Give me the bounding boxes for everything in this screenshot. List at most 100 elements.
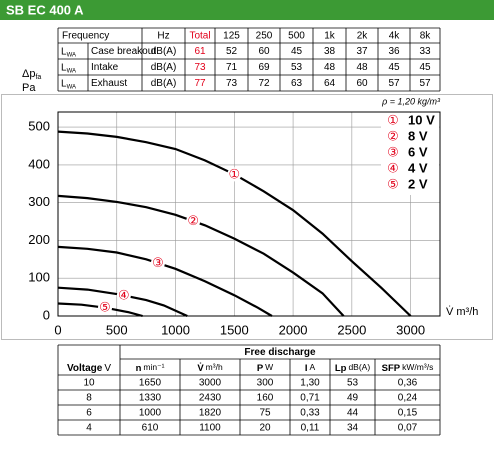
curve-marker-bg [98,300,113,315]
y-axis-label: Δpfa [22,68,41,81]
chart-frame [1,94,493,340]
table-cell: 1820 [199,408,222,419]
header-label: I [305,363,308,374]
table-cell: 2430 [199,393,222,404]
table-cell: 49 [347,393,359,404]
legend-label: 8 V [408,128,428,143]
symbol: L [61,46,67,57]
table-cell: 75 [259,408,271,419]
table-header: 8k [420,31,432,42]
legend-marker: ① [387,114,399,129]
legend-box [381,113,439,195]
table-cell: 53 [347,378,359,389]
table-cell: 1100 [199,423,221,434]
table-cell: 0,07 [398,423,418,434]
table-cell: 1330 [139,393,162,404]
legend-marker: ④ [387,162,399,177]
table-cell: 1650 [139,378,162,389]
table-cell: 0,11 [301,423,320,434]
header-label: V̇ [197,362,204,373]
y-axis-subscript: fa [35,74,41,81]
x-tick-label: 2500 [337,322,366,337]
table-header: 4k [389,31,401,42]
table-cell: 45 [291,46,303,57]
legend-label: 4 V [408,160,428,175]
table-cell: 60 [258,46,270,57]
table-cell: 77 [194,78,206,89]
curve [57,194,345,317]
table-cell: 38 [324,46,336,57]
header-unit: A [309,362,315,372]
legend-label: 6 V [408,144,428,159]
header-label: P [257,363,264,374]
y-tick-label: 100 [28,270,50,285]
x-tick-label: 1000 [161,322,190,337]
header-unit: min⁻¹ [143,362,164,372]
table-header: Lp dB(A) [335,362,371,373]
row-label: Intake [91,62,119,73]
curve-marker-bg [150,256,165,271]
table-cell: 69 [258,62,270,73]
plot-border [57,111,441,317]
level-symbol: LWA [61,78,76,90]
table-cell: 64 [324,78,336,89]
table-cell: 48 [356,62,368,73]
table-cell: 0,15 [398,408,418,419]
table-cell: 6 [86,408,92,419]
table-cell: 10 [83,378,95,389]
table-cell: 0,71 [300,393,320,404]
symbol-subscript: WA [67,84,76,90]
table-cell: 34 [347,423,359,434]
table-cell: 61 [194,46,206,57]
x-tick-label: 3000 [396,322,425,337]
table-header: 125 [223,31,240,42]
table-cell: 73 [226,78,238,89]
table-cell: 57 [419,78,431,89]
x-axis-label: V̇ m³/h [446,305,478,318]
row-unit: dB(A) [151,46,177,57]
table-cell: 0,24 [398,393,418,404]
table-group-header: Free discharge [244,347,316,358]
table-cell: 3000 [199,378,222,389]
curve [57,245,273,317]
row-unit: dB(A) [151,62,177,73]
table-header: 2k [357,31,369,42]
table-cell: 45 [419,62,431,73]
table-cell: 610 [142,423,159,434]
header-unit: kW/m³/s [402,362,433,372]
header-unit: W [265,362,273,372]
y-axis-symbol: Δp [22,68,35,80]
x-tick-label: 1500 [220,322,249,337]
table-cell: 1000 [139,408,162,419]
legend-marker: ③ [387,146,399,161]
table-header: 250 [256,31,273,42]
curve-marker-bg [186,214,201,229]
table-cell: 48 [324,62,336,73]
level-symbol: LWA [61,62,76,74]
x-tick-label: 0 [54,322,61,337]
table-header: Total [189,31,210,42]
y-tick-label: 300 [28,194,50,209]
table-header: 500 [288,31,305,42]
table-header: Hz [157,31,169,42]
curve [57,286,188,318]
table-cell: 20 [259,423,271,434]
table-header: n min⁻¹ [136,362,165,373]
curve-marker: ④ [118,289,130,304]
y-tick-label: 0 [43,307,50,322]
table-cell: 4 [86,423,92,434]
legend-marker: ② [387,130,399,145]
y-tick-label: 400 [28,156,50,171]
table-cell: 63 [291,78,303,89]
table-cell: 8 [86,393,92,404]
header-bar [0,0,494,20]
y-tick-label: 200 [28,232,50,247]
y-axis-unit: Pa [22,82,36,94]
y-tick-label: 500 [28,119,50,134]
table-cell: 60 [356,78,368,89]
table-header: SFP kW/m³/s [382,362,434,373]
table-header: 1k [324,31,336,42]
